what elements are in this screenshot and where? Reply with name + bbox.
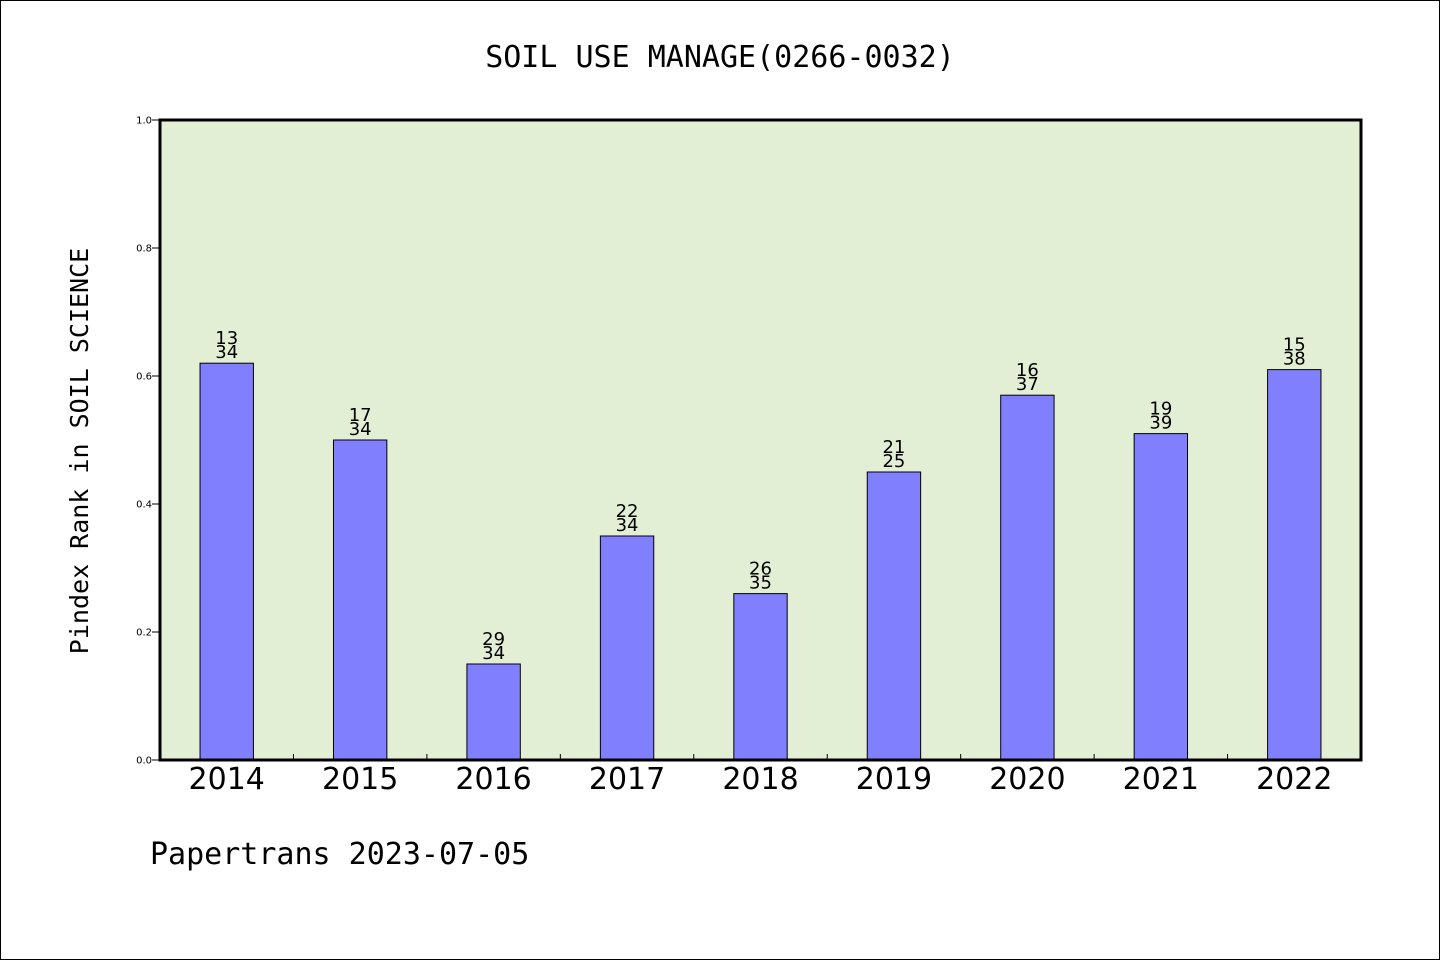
x-tick-label: 2021 — [1123, 762, 1199, 797]
x-tick-label: 2014 — [189, 762, 265, 797]
x-tick-label: 2019 — [856, 762, 932, 797]
bar-total-label: 25 — [882, 451, 905, 472]
bar — [866, 471, 922, 761]
bar-rank-label: 19 — [1149, 399, 1172, 420]
bar-rank-label: 13 — [215, 328, 238, 349]
y-tick-label: 0.4 — [136, 500, 152, 511]
y-axis-label: Pindex Rank in SOIL SCIENCE — [65, 248, 94, 654]
x-tick-label: 2022 — [1256, 762, 1332, 797]
bar-rank-label: 15 — [1283, 335, 1306, 356]
bar — [332, 439, 388, 761]
y-tick-label: 0.0 — [136, 756, 152, 767]
y-axis-ticks: 0.0 0.2 0.4 0.6 0.8 1.0 — [136, 116, 160, 767]
y-tick-label: 0.6 — [136, 372, 152, 383]
x-tick-label: 2020 — [989, 762, 1065, 797]
bar-total-label: 37 — [1016, 374, 1039, 395]
bar — [199, 362, 254, 761]
bar-rank-label: 26 — [749, 559, 772, 580]
bar-rank-label: 17 — [349, 405, 372, 426]
chart-title: SOIL USE MANAGE(0266-0032) — [485, 40, 955, 75]
y-tick-label: 0.8 — [136, 244, 152, 255]
footer-text: Papertrans 2023-07-05 — [150, 837, 529, 872]
bar-total-label: 34 — [349, 419, 372, 440]
y-tick-label: 0.2 — [136, 628, 152, 639]
bar-total-label: 35 — [749, 573, 772, 594]
bar-total-label: 34 — [616, 515, 639, 536]
y-tick-label: 1.0 — [136, 116, 152, 127]
plot-border — [158, 118, 1363, 762]
bar — [466, 663, 521, 761]
bar-total-label: 39 — [1149, 413, 1172, 434]
bar-rank-label: 21 — [882, 437, 905, 458]
bar-total-label: 34 — [482, 643, 505, 664]
bar — [599, 535, 655, 761]
bar-rank-label: 16 — [1016, 360, 1039, 381]
bar — [733, 593, 788, 761]
bar-rank-label: 22 — [616, 501, 639, 522]
bar-total-label: 34 — [215, 342, 238, 363]
bar-total-label: 38 — [1283, 349, 1306, 370]
bar — [1133, 433, 1189, 761]
bar-rank-label: 29 — [482, 629, 505, 650]
x-tick-label: 2015 — [322, 762, 398, 797]
bar — [1267, 369, 1322, 761]
x-axis-ticks: 2014 2015 2016 2017 2018 2019 2020 2021 2022 — [189, 754, 1332, 797]
x-tick-label: 2016 — [455, 762, 531, 797]
bars-group — [199, 362, 1322, 761]
x-tick-label: 2017 — [589, 762, 665, 797]
x-tick-label: 2018 — [722, 762, 798, 797]
bar — [1000, 394, 1055, 761]
